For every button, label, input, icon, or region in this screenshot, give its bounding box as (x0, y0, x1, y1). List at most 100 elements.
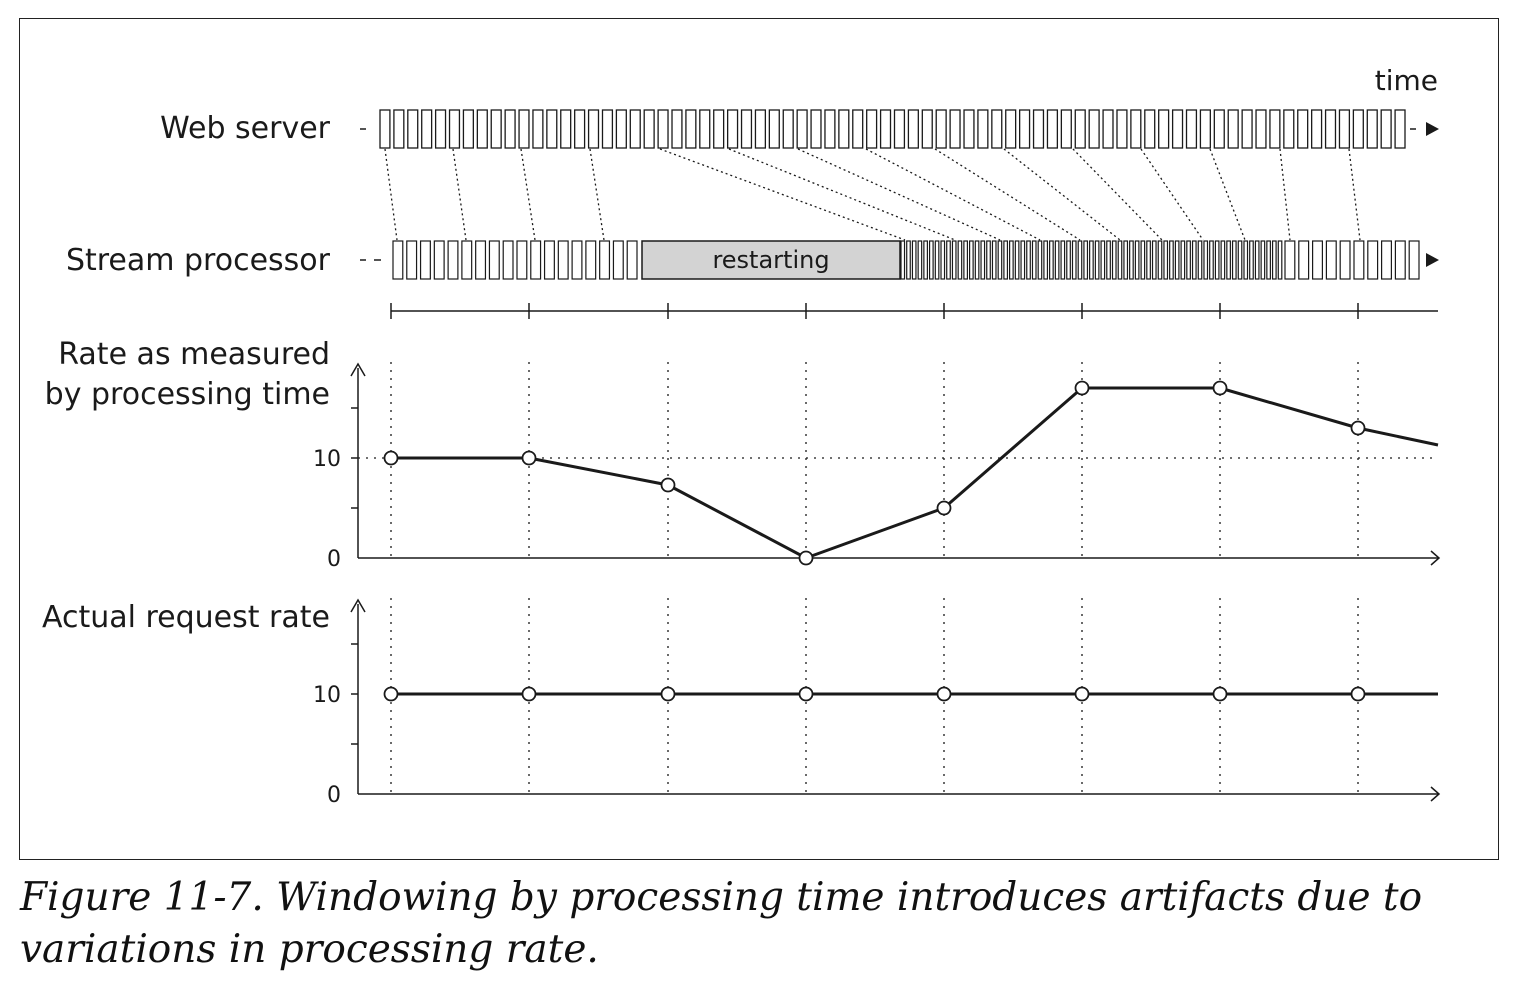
web-event (1269, 109, 1281, 149)
data-point (1074, 380, 1090, 396)
processing-time-chart: 10 0 (313, 362, 1441, 572)
web-event (671, 109, 683, 149)
restarting-label: restarting (712, 246, 829, 274)
web-event (532, 109, 544, 149)
stream-event (1298, 240, 1310, 280)
stream-event-catchup (1111, 240, 1117, 280)
web-event (1158, 109, 1170, 149)
stream-event (1367, 240, 1379, 280)
web-event (518, 109, 530, 149)
web-event (1366, 109, 1378, 149)
stream-event-catchup (1089, 240, 1094, 280)
web-event (393, 109, 405, 149)
web-event (629, 109, 641, 149)
stream-event (502, 240, 514, 280)
web-event (713, 109, 725, 149)
web-event (601, 109, 614, 149)
stream-event-catchup (1054, 240, 1060, 280)
event-connection (1279, 148, 1291, 241)
web-event (1088, 109, 1100, 149)
window-ruler (390, 303, 1438, 319)
stream-event-catchup (900, 240, 906, 280)
web-event (1046, 109, 1059, 149)
web-event (643, 109, 655, 149)
web-event (1019, 109, 1031, 149)
data-point (660, 477, 676, 493)
event-connections (384, 148, 1361, 241)
stream-event-catchup (986, 240, 991, 280)
stream-event-catchup (1203, 240, 1209, 280)
stream-event (461, 240, 473, 280)
web-event (1130, 109, 1142, 149)
stream-processor-label: Stream processor (66, 243, 331, 278)
web-event (615, 109, 627, 149)
event-connection (865, 148, 1041, 241)
event-connection (589, 148, 605, 241)
web-event (740, 109, 753, 149)
stream-event-catchup (1157, 240, 1163, 280)
stream-event (543, 240, 555, 280)
web-event (796, 109, 808, 149)
stream-processor-timeline: restarting (360, 240, 1439, 280)
stream-event-catchup (946, 240, 951, 280)
stream-event-catchup (928, 240, 934, 280)
web-event (1032, 109, 1045, 149)
stream-event-catchup (1237, 240, 1243, 280)
data-point (521, 450, 537, 466)
web-event (907, 109, 919, 149)
stream-event (1353, 240, 1365, 280)
stream-event-catchup (1106, 240, 1111, 280)
stream-event-catchup (1186, 240, 1191, 280)
stream-event (516, 240, 528, 280)
event-connection (452, 148, 467, 241)
figure-caption: Figure 11-7. Windowing by processing tim… (20, 875, 1423, 972)
rate-processing-label-line1: Rate as measured (58, 337, 330, 372)
web-event (462, 109, 474, 149)
stream-event (1284, 240, 1296, 280)
data-point (936, 500, 952, 516)
stream-event-catchup (1140, 240, 1146, 280)
stream-event-catchup (1231, 240, 1237, 280)
stream-event (433, 240, 445, 280)
web-event (504, 109, 516, 149)
web-event (921, 109, 933, 149)
stream-event (419, 240, 431, 280)
data-point (660, 686, 676, 702)
web-event (699, 109, 711, 149)
stream-event-catchup (1117, 240, 1123, 280)
event-connection (520, 148, 536, 241)
stream-event-catchup (1191, 240, 1197, 280)
stream-event-catchup (1214, 240, 1220, 280)
stream-event-catchup (951, 240, 957, 280)
stream-event-catchup (1083, 240, 1089, 280)
web-event (1255, 109, 1267, 149)
web-event (1171, 109, 1184, 149)
stream-event (1380, 240, 1392, 280)
stream-event-catchup (1249, 240, 1254, 280)
stream-event (475, 240, 487, 280)
stream-event-catchup (1094, 240, 1100, 280)
event-connection (934, 148, 1081, 241)
web-event (657, 109, 669, 149)
stream-event-catchup (1197, 240, 1203, 280)
stream-event-catchup (980, 240, 986, 280)
stream-event-catchup (968, 240, 974, 280)
stream-event-catchup (963, 240, 969, 280)
figure-frame (19, 18, 1499, 860)
web-event (476, 109, 488, 149)
web-server-label: Web server (160, 111, 331, 146)
stream-event-catchup (1220, 240, 1226, 280)
stream-event-catchup (997, 240, 1003, 280)
stream-event-catchup (940, 240, 946, 280)
stream-event-catchup (911, 240, 917, 280)
c2-ytick-10: 10 (313, 683, 341, 708)
web-event (963, 109, 975, 149)
stream-event-catchup (923, 240, 928, 280)
web-event (1116, 109, 1128, 149)
stream-event (626, 240, 638, 280)
restarting-block (641, 240, 901, 280)
stream-event-catchup (1026, 240, 1031, 280)
web-event (1227, 109, 1239, 149)
stream-event-catchup (1014, 240, 1020, 280)
web-event (726, 109, 739, 149)
